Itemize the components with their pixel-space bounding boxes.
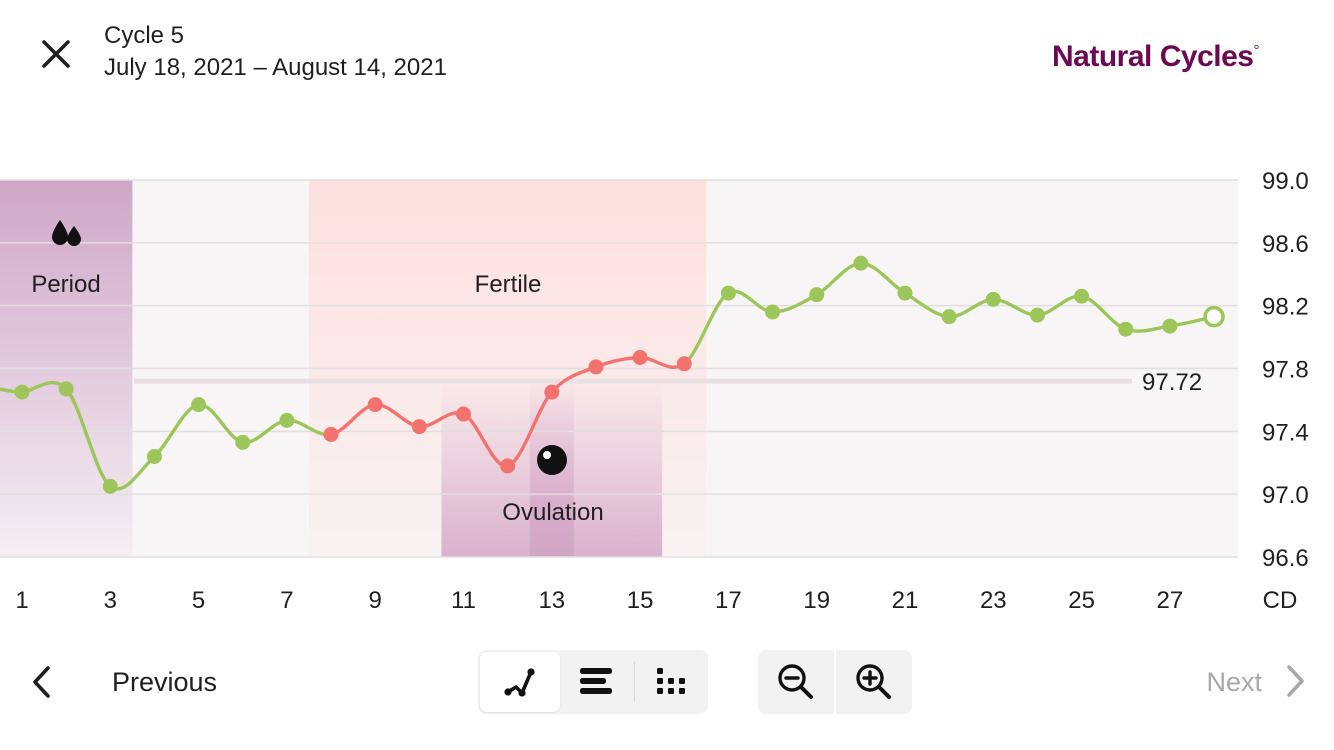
y-tick-label: 98.2 bbox=[1262, 294, 1309, 321]
temperature-point bbox=[191, 397, 207, 413]
temperature-point bbox=[411, 419, 427, 435]
dots-view-button[interactable] bbox=[632, 652, 712, 712]
zoom-out-icon bbox=[778, 664, 813, 699]
temperature-point bbox=[14, 384, 30, 400]
x-tick-label: 27 bbox=[1157, 587, 1184, 614]
zoom-controls bbox=[758, 650, 912, 714]
x-tick-label: 23 bbox=[980, 587, 1007, 614]
temperature-point bbox=[456, 406, 471, 422]
previous-label: Previous bbox=[112, 666, 218, 697]
temperature-point bbox=[632, 350, 648, 366]
temperature-point bbox=[544, 384, 560, 400]
temperature-point bbox=[853, 255, 869, 271]
y-tick-label: 97.4 bbox=[1262, 419, 1309, 446]
chevron-right-icon bbox=[1284, 664, 1306, 703]
temperature-point bbox=[367, 397, 383, 413]
temperature-point bbox=[1162, 318, 1178, 334]
temperature-point bbox=[102, 478, 118, 494]
y-tick-label: 98.6 bbox=[1262, 231, 1309, 258]
temperature-point bbox=[720, 285, 736, 301]
temperature-point bbox=[58, 381, 74, 397]
x-tick-label: 5 bbox=[192, 587, 205, 614]
graph-view-icon bbox=[504, 668, 535, 697]
x-tick-label: 15 bbox=[627, 587, 654, 614]
temperature-point-open bbox=[1203, 305, 1225, 328]
brand-logo: Natural Cycles° bbox=[1052, 40, 1259, 74]
temperature-point bbox=[235, 434, 251, 450]
temperature-point bbox=[1029, 307, 1045, 323]
drops-icon bbox=[52, 220, 81, 246]
x-tick-label: 17 bbox=[715, 587, 742, 614]
x-tick-label: 11 bbox=[451, 587, 476, 614]
next-label: Next bbox=[1206, 666, 1262, 697]
x-tick-label: 21 bbox=[892, 587, 919, 614]
temperature-point bbox=[676, 356, 692, 372]
temperature-chart: 99.098.698.297.897.497.096.697.721 3 5 7 9 11… bbox=[0, 168, 1309, 614]
y-tick-label: 99.0 bbox=[1262, 168, 1309, 195]
egg-icon bbox=[537, 445, 567, 475]
dots-view-icon bbox=[657, 668, 685, 694]
x-tick-label: 25 bbox=[1068, 587, 1095, 614]
temperature-point bbox=[809, 287, 825, 303]
temperature-point bbox=[941, 309, 957, 325]
graph-view-button[interactable] bbox=[480, 652, 560, 712]
next-cycle-button[interactable]: Next bbox=[1120, 650, 1320, 714]
y-tick-label: 96.6 bbox=[1262, 545, 1309, 572]
close-icon bbox=[42, 40, 70, 68]
fertile-label: Fertile bbox=[475, 271, 542, 298]
coverline-label: 97.72 bbox=[1142, 369, 1202, 396]
x-tick-label: 1 bbox=[15, 587, 28, 614]
cycle-date-range: July 18, 2021 – August 14, 2021 bbox=[104, 54, 447, 81]
period-label: Period bbox=[31, 271, 100, 298]
x-tick-label: 19 bbox=[803, 587, 830, 614]
toggle-divider bbox=[634, 662, 635, 702]
close-button[interactable] bbox=[30, 30, 82, 78]
bar-view-icon bbox=[580, 668, 612, 694]
temperature-point bbox=[1118, 321, 1134, 337]
y-tick-label: 97.0 bbox=[1262, 482, 1309, 509]
x-axis-label: CD bbox=[1263, 587, 1298, 614]
ovulation-label: Ovulation bbox=[502, 499, 603, 526]
previous-cycle-button[interactable]: Previous bbox=[14, 650, 274, 714]
x-tick-label: 9 bbox=[369, 587, 382, 614]
bar-view-button[interactable] bbox=[556, 652, 636, 712]
temperature-point bbox=[897, 285, 913, 301]
x-tick-label: 7 bbox=[280, 587, 293, 614]
temperature-point bbox=[985, 291, 1001, 307]
temperature-point bbox=[146, 448, 162, 464]
temperature-point bbox=[279, 412, 295, 428]
view-mode-toggle bbox=[478, 650, 708, 714]
y-tick-label: 97.8 bbox=[1262, 357, 1309, 384]
zoom-in-button[interactable] bbox=[836, 650, 912, 714]
brand-name: Natural Cycles bbox=[1052, 40, 1254, 73]
x-tick-label: 3 bbox=[104, 587, 117, 614]
zoom-in-icon bbox=[856, 664, 891, 699]
temperature-point bbox=[323, 426, 339, 442]
cycle-title: Cycle 5 bbox=[104, 22, 185, 49]
temperature-point bbox=[588, 359, 604, 375]
zoom-out-button[interactable] bbox=[758, 650, 834, 714]
x-tick-label: 13 bbox=[538, 587, 565, 614]
temperature-point bbox=[500, 458, 516, 474]
temperature-point bbox=[765, 304, 781, 320]
chevron-left-icon bbox=[14, 665, 70, 699]
temperature-point bbox=[1074, 288, 1090, 304]
brand-mark: ° bbox=[1253, 42, 1259, 59]
